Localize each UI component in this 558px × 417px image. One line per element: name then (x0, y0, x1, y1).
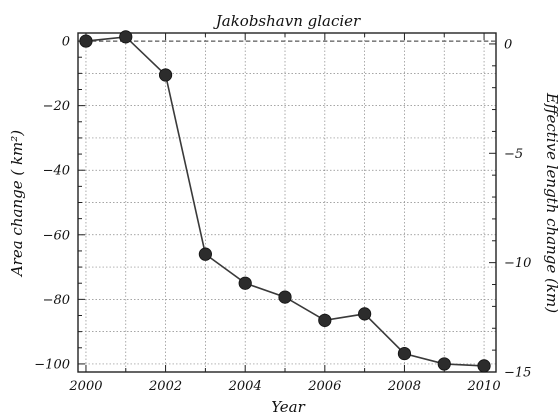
data-point (79, 34, 93, 48)
x-tick-label: 2004 (228, 379, 262, 394)
y-tick-label-left: −20 (43, 99, 70, 114)
chart-title: Jakobshavn glacier (213, 12, 361, 30)
data-point (198, 247, 212, 261)
data-point (238, 276, 252, 290)
data-point (318, 313, 332, 327)
data-point (158, 68, 173, 82)
data-point (278, 290, 292, 304)
y-tick-labels-left: 0 −20 −40 −60 −80 −100 (34, 35, 70, 373)
x-tick-label: 2006 (307, 379, 341, 394)
x-tick-labels: 2000 2002 2004 2006 2008 2010 (68, 379, 500, 394)
y-tick-label-right: −5 (504, 147, 523, 162)
y-tick-labels-right: 0 −5 −10 −15 (504, 37, 531, 380)
y-tick-label-left: −80 (43, 293, 70, 308)
x-axis-label: Year (271, 398, 305, 416)
x-tick-label: 2008 (387, 379, 421, 394)
x-tick-label: 2010 (467, 379, 501, 394)
tick-marks (78, 33, 496, 373)
y-tick-label-right: −15 (504, 366, 531, 381)
data-point (437, 357, 451, 371)
x-tick-label: 2002 (148, 379, 182, 394)
x-tick-label: 2000 (68, 379, 102, 394)
data-point (397, 346, 412, 361)
y-tick-label-right: 0 (504, 37, 512, 52)
y-tick-label-right: −10 (504, 256, 531, 271)
y-tick-label-left: 0 (62, 35, 70, 50)
data-point (119, 30, 133, 44)
grid-lines (78, 33, 496, 372)
data-series (79, 30, 491, 373)
data-point (358, 307, 372, 321)
data-point (477, 359, 491, 373)
y-tick-label-left: −60 (43, 228, 70, 243)
y-tick-label-left: −40 (43, 164, 70, 179)
plot-frame (77, 32, 497, 373)
y-axis-label-left: Area change ( km²) (8, 130, 26, 278)
y-tick-label-left: −100 (34, 357, 70, 372)
y-axis-label-right: Effective length change (km) (543, 92, 558, 313)
